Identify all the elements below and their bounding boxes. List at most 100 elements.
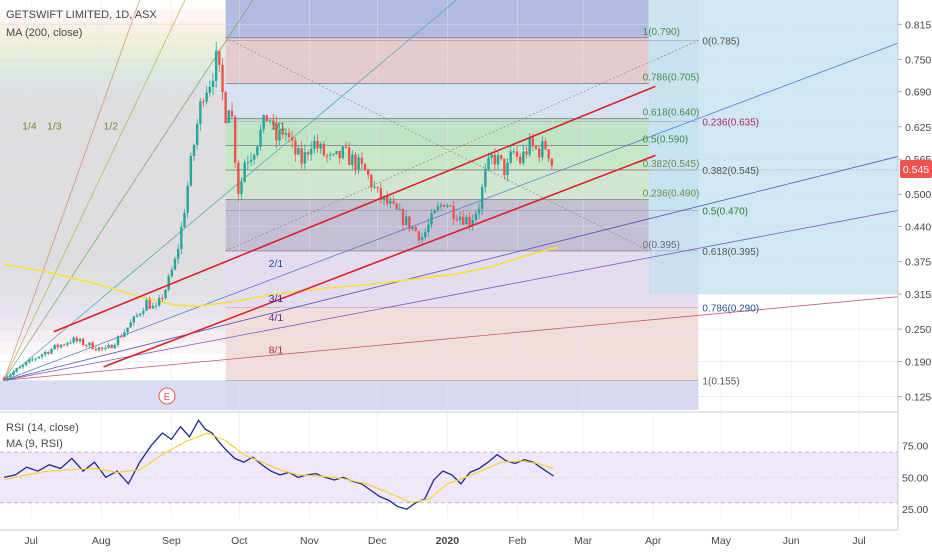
candle-body [303, 152, 307, 164]
candle-body [446, 205, 449, 207]
candle-body [40, 354, 44, 357]
candle-body [148, 300, 151, 309]
candle-body [379, 188, 383, 200]
candle-body [297, 148, 300, 155]
gann-fan-line [3, 156, 899, 381]
candle-body [392, 201, 395, 204]
candle-body [306, 152, 310, 155]
candle-body [537, 148, 541, 158]
candle-body [411, 227, 414, 230]
candle-body [401, 209, 405, 226]
candle-body [47, 351, 50, 354]
time-tick-label: Jul [852, 535, 865, 547]
price-tick-label: 0.500 [905, 189, 931, 201]
candle-body [21, 365, 25, 367]
candle-body [157, 298, 161, 306]
candle-body [135, 315, 139, 317]
fib-ret-label: 0.618(0.640) [643, 108, 700, 119]
drawing-tools[interactable] [3, 0, 899, 381]
fib-ext-label: 0.382(0.545) [702, 166, 759, 177]
candle-body [550, 158, 554, 166]
price-tick-label: 0.815 [905, 19, 931, 31]
candle-body [287, 132, 291, 138]
candle-body [398, 209, 402, 211]
candle-body [113, 345, 117, 349]
candle-body [43, 351, 47, 355]
candle-body [91, 342, 94, 350]
candle-body [474, 213, 478, 221]
candle-body [490, 154, 493, 158]
candle-body [417, 231, 421, 241]
candle-body [389, 201, 392, 204]
candle-body [357, 157, 360, 170]
candle-body [480, 186, 484, 209]
candle-body [224, 92, 227, 124]
event-marker[interactable]: E [158, 387, 176, 405]
candle-body [309, 149, 313, 155]
candle-body [547, 149, 550, 159]
fib-ext-band [225, 307, 699, 381]
price-tick-label: 0.125 [905, 392, 931, 404]
fib-ret-label: 0.786(0.705) [643, 73, 700, 84]
time-tick-label: Dec [368, 535, 387, 547]
candle-body [341, 146, 345, 159]
candle-body [189, 155, 193, 186]
right-light-block [648, 0, 898, 295]
gann-fan-line [3, 0, 141, 381]
symbol-title: GETSWIFT LIMITED, 1D, ASX [6, 9, 157, 21]
candle-body [509, 151, 512, 163]
candle-body [404, 216, 408, 226]
fib-ext-band [225, 250, 699, 308]
candle-body [290, 137, 294, 141]
candle-body [142, 310, 145, 314]
candle-body [344, 146, 348, 148]
fib-ext-label: 0.5(0.470) [702, 206, 748, 217]
rsi-tick-label: 75.00 [902, 441, 928, 453]
candle-body [249, 159, 253, 162]
time-tick-label: Nov [300, 535, 319, 547]
candle-body [496, 155, 500, 165]
candle-body [430, 213, 433, 225]
candle-body [34, 358, 37, 360]
candle-body [246, 161, 250, 163]
candle-body [28, 359, 31, 363]
price-tick-label: 0.315 [905, 289, 931, 301]
candle-body [332, 154, 335, 156]
time-tick-label: Jun [783, 535, 800, 547]
rsi-ma-legend: MA (9, RSI) [6, 438, 63, 450]
channel-lines[interactable] [53, 85, 898, 368]
fib-ret-label: 0.5(0.590) [643, 135, 689, 146]
candle-body [506, 162, 509, 176]
candle-body [373, 186, 376, 188]
time-tick-label: Oct [231, 535, 247, 547]
candle-body [192, 144, 196, 156]
candle-body [186, 185, 189, 213]
candle-body [176, 248, 180, 259]
fib-ret-band [225, 169, 649, 200]
candle-body [173, 258, 177, 270]
time-tick-label: Sep [162, 535, 181, 547]
rsi-legend: RSI (14, close) [6, 422, 79, 434]
candle-body [18, 366, 22, 369]
candle-body [322, 144, 326, 156]
candle-body [107, 345, 110, 348]
gann-fan-label: 8/1 [269, 344, 284, 356]
price-badge-text: 0.545 [903, 164, 929, 176]
candle-body [31, 359, 34, 361]
candle-body [503, 158, 506, 176]
candle-body [347, 147, 351, 165]
rsi-layer [0, 411, 932, 510]
candle-body [24, 362, 28, 366]
candle-body [240, 182, 243, 195]
ma200-line [3, 246, 559, 308]
gann-fan-label: 1/4 [22, 120, 37, 132]
candle-body [449, 205, 452, 207]
candle-body [66, 343, 69, 345]
candle-body [313, 140, 316, 150]
gann-fan-line [3, 0, 457, 381]
candle-body [214, 50, 218, 81]
price-tick-label: 0.190 [905, 356, 931, 368]
fib-top-block [225, 0, 649, 38]
candle-body [408, 216, 411, 230]
